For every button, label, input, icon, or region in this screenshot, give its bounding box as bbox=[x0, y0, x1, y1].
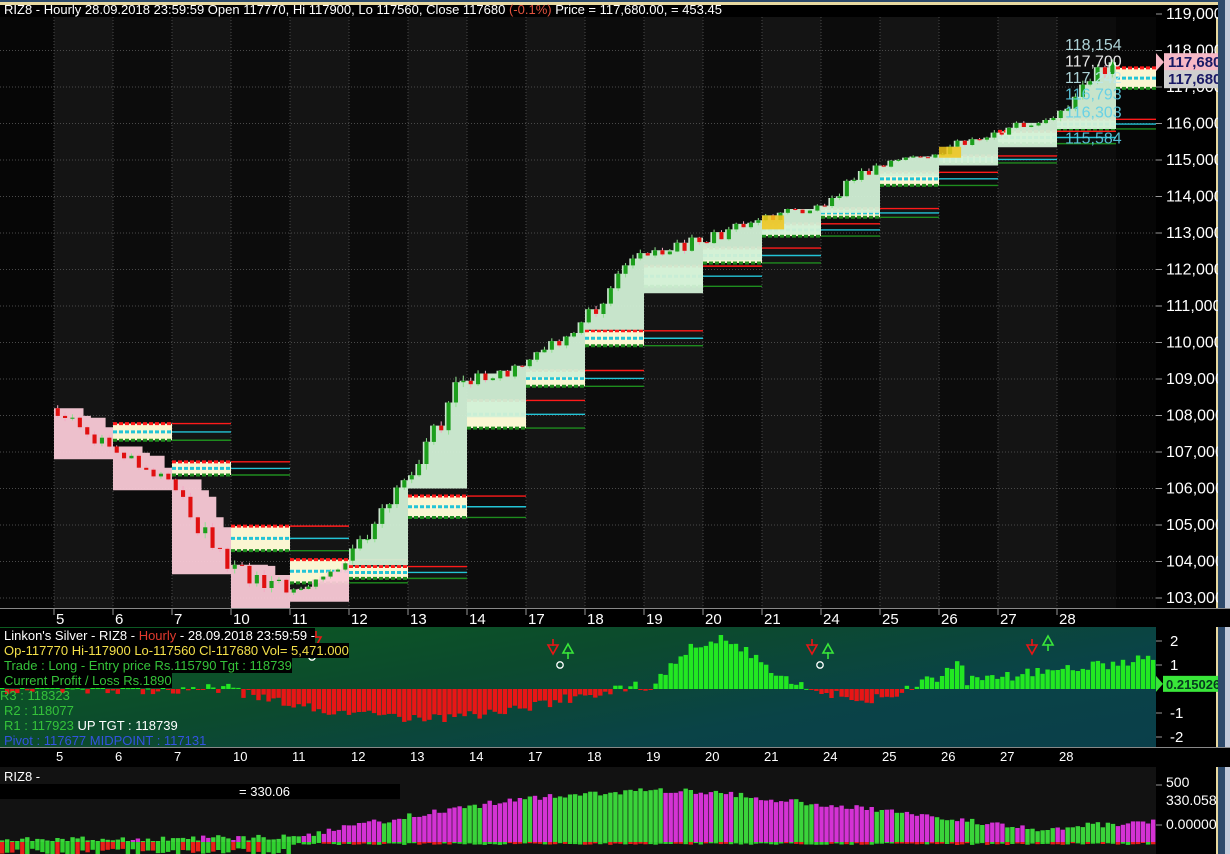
svg-text:115,584: 115,584 bbox=[1065, 131, 1122, 148]
svg-text:113,000: 113,000 bbox=[1166, 225, 1223, 242]
svg-text:24: 24 bbox=[823, 749, 837, 764]
svg-text:112,000: 112,000 bbox=[1166, 262, 1223, 279]
svg-text:26: 26 bbox=[941, 749, 955, 764]
svg-text:27: 27 bbox=[1000, 749, 1014, 764]
svg-text:116,000: 116,000 bbox=[1166, 116, 1223, 133]
svg-text:1: 1 bbox=[1170, 657, 1178, 674]
svg-text:13: 13 bbox=[410, 749, 424, 764]
svg-text:117,680: 117,680 bbox=[1168, 54, 1221, 71]
svg-text:10: 10 bbox=[233, 611, 250, 628]
svg-text:106,000: 106,000 bbox=[1166, 481, 1224, 498]
svg-text:25: 25 bbox=[882, 749, 896, 764]
svg-text:20: 20 bbox=[705, 611, 722, 628]
svg-text:118,154: 118,154 bbox=[1065, 37, 1122, 54]
svg-text:21: 21 bbox=[764, 611, 781, 628]
svg-text:17: 17 bbox=[528, 611, 545, 628]
svg-text:25: 25 bbox=[882, 611, 899, 628]
svg-text:21: 21 bbox=[764, 749, 778, 764]
svg-text:27: 27 bbox=[1000, 611, 1017, 628]
svg-text:28: 28 bbox=[1059, 611, 1076, 628]
svg-text:26: 26 bbox=[941, 611, 958, 628]
svg-text:104,000: 104,000 bbox=[1166, 554, 1224, 571]
svg-text:19: 19 bbox=[646, 749, 660, 764]
svg-text:114,000: 114,000 bbox=[1166, 189, 1223, 206]
svg-text:107,000: 107,000 bbox=[1166, 444, 1224, 461]
svg-text:115,000: 115,000 bbox=[1166, 152, 1223, 169]
svg-text:7: 7 bbox=[174, 749, 181, 764]
svg-text:119,000: 119,000 bbox=[1166, 6, 1223, 23]
svg-text:109,000: 109,000 bbox=[1166, 371, 1224, 388]
svg-text:0.215026: 0.215026 bbox=[1166, 677, 1218, 692]
svg-text:18: 18 bbox=[587, 611, 604, 628]
svg-text:103,000: 103,000 bbox=[1166, 590, 1224, 607]
svg-text:13: 13 bbox=[410, 611, 427, 628]
svg-text:24: 24 bbox=[823, 611, 840, 628]
svg-text:-2: -2 bbox=[1170, 729, 1183, 746]
svg-text:14: 14 bbox=[469, 611, 486, 628]
svg-text:105,000: 105,000 bbox=[1166, 517, 1224, 534]
svg-text:11: 11 bbox=[292, 749, 306, 764]
svg-text:6: 6 bbox=[115, 611, 123, 628]
svg-text:111,000: 111,000 bbox=[1166, 298, 1222, 315]
svg-text:28: 28 bbox=[1059, 749, 1073, 764]
svg-text:12: 12 bbox=[351, 611, 368, 628]
svg-text:10: 10 bbox=[233, 749, 247, 764]
svg-text:18: 18 bbox=[587, 749, 601, 764]
svg-text:330.058: 330.058 bbox=[1166, 792, 1217, 808]
svg-text:108,000: 108,000 bbox=[1166, 408, 1224, 425]
svg-text:110,000: 110,000 bbox=[1166, 335, 1223, 352]
svg-text:19: 19 bbox=[646, 611, 663, 628]
svg-text:17: 17 bbox=[528, 749, 542, 764]
svg-text:117,242: 117,242 bbox=[1065, 70, 1122, 87]
svg-text:14: 14 bbox=[469, 749, 483, 764]
svg-text:20: 20 bbox=[705, 749, 719, 764]
svg-text:12: 12 bbox=[351, 749, 365, 764]
svg-text:2: 2 bbox=[1170, 633, 1178, 650]
svg-text:5: 5 bbox=[56, 611, 64, 628]
svg-text:-1: -1 bbox=[1170, 705, 1183, 722]
svg-text:500: 500 bbox=[1166, 774, 1190, 790]
svg-text:11: 11 bbox=[292, 611, 308, 628]
svg-text:0.00000: 0.00000 bbox=[1166, 816, 1217, 832]
svg-text:116,793: 116,793 bbox=[1065, 87, 1122, 104]
svg-text:117,680: 117,680 bbox=[1168, 71, 1221, 88]
svg-text:116,303: 116,303 bbox=[1065, 104, 1122, 121]
svg-text:117,700: 117,700 bbox=[1065, 53, 1122, 70]
svg-text:6: 6 bbox=[115, 749, 122, 764]
svg-text:7: 7 bbox=[174, 611, 182, 628]
svg-text:5: 5 bbox=[56, 749, 63, 764]
